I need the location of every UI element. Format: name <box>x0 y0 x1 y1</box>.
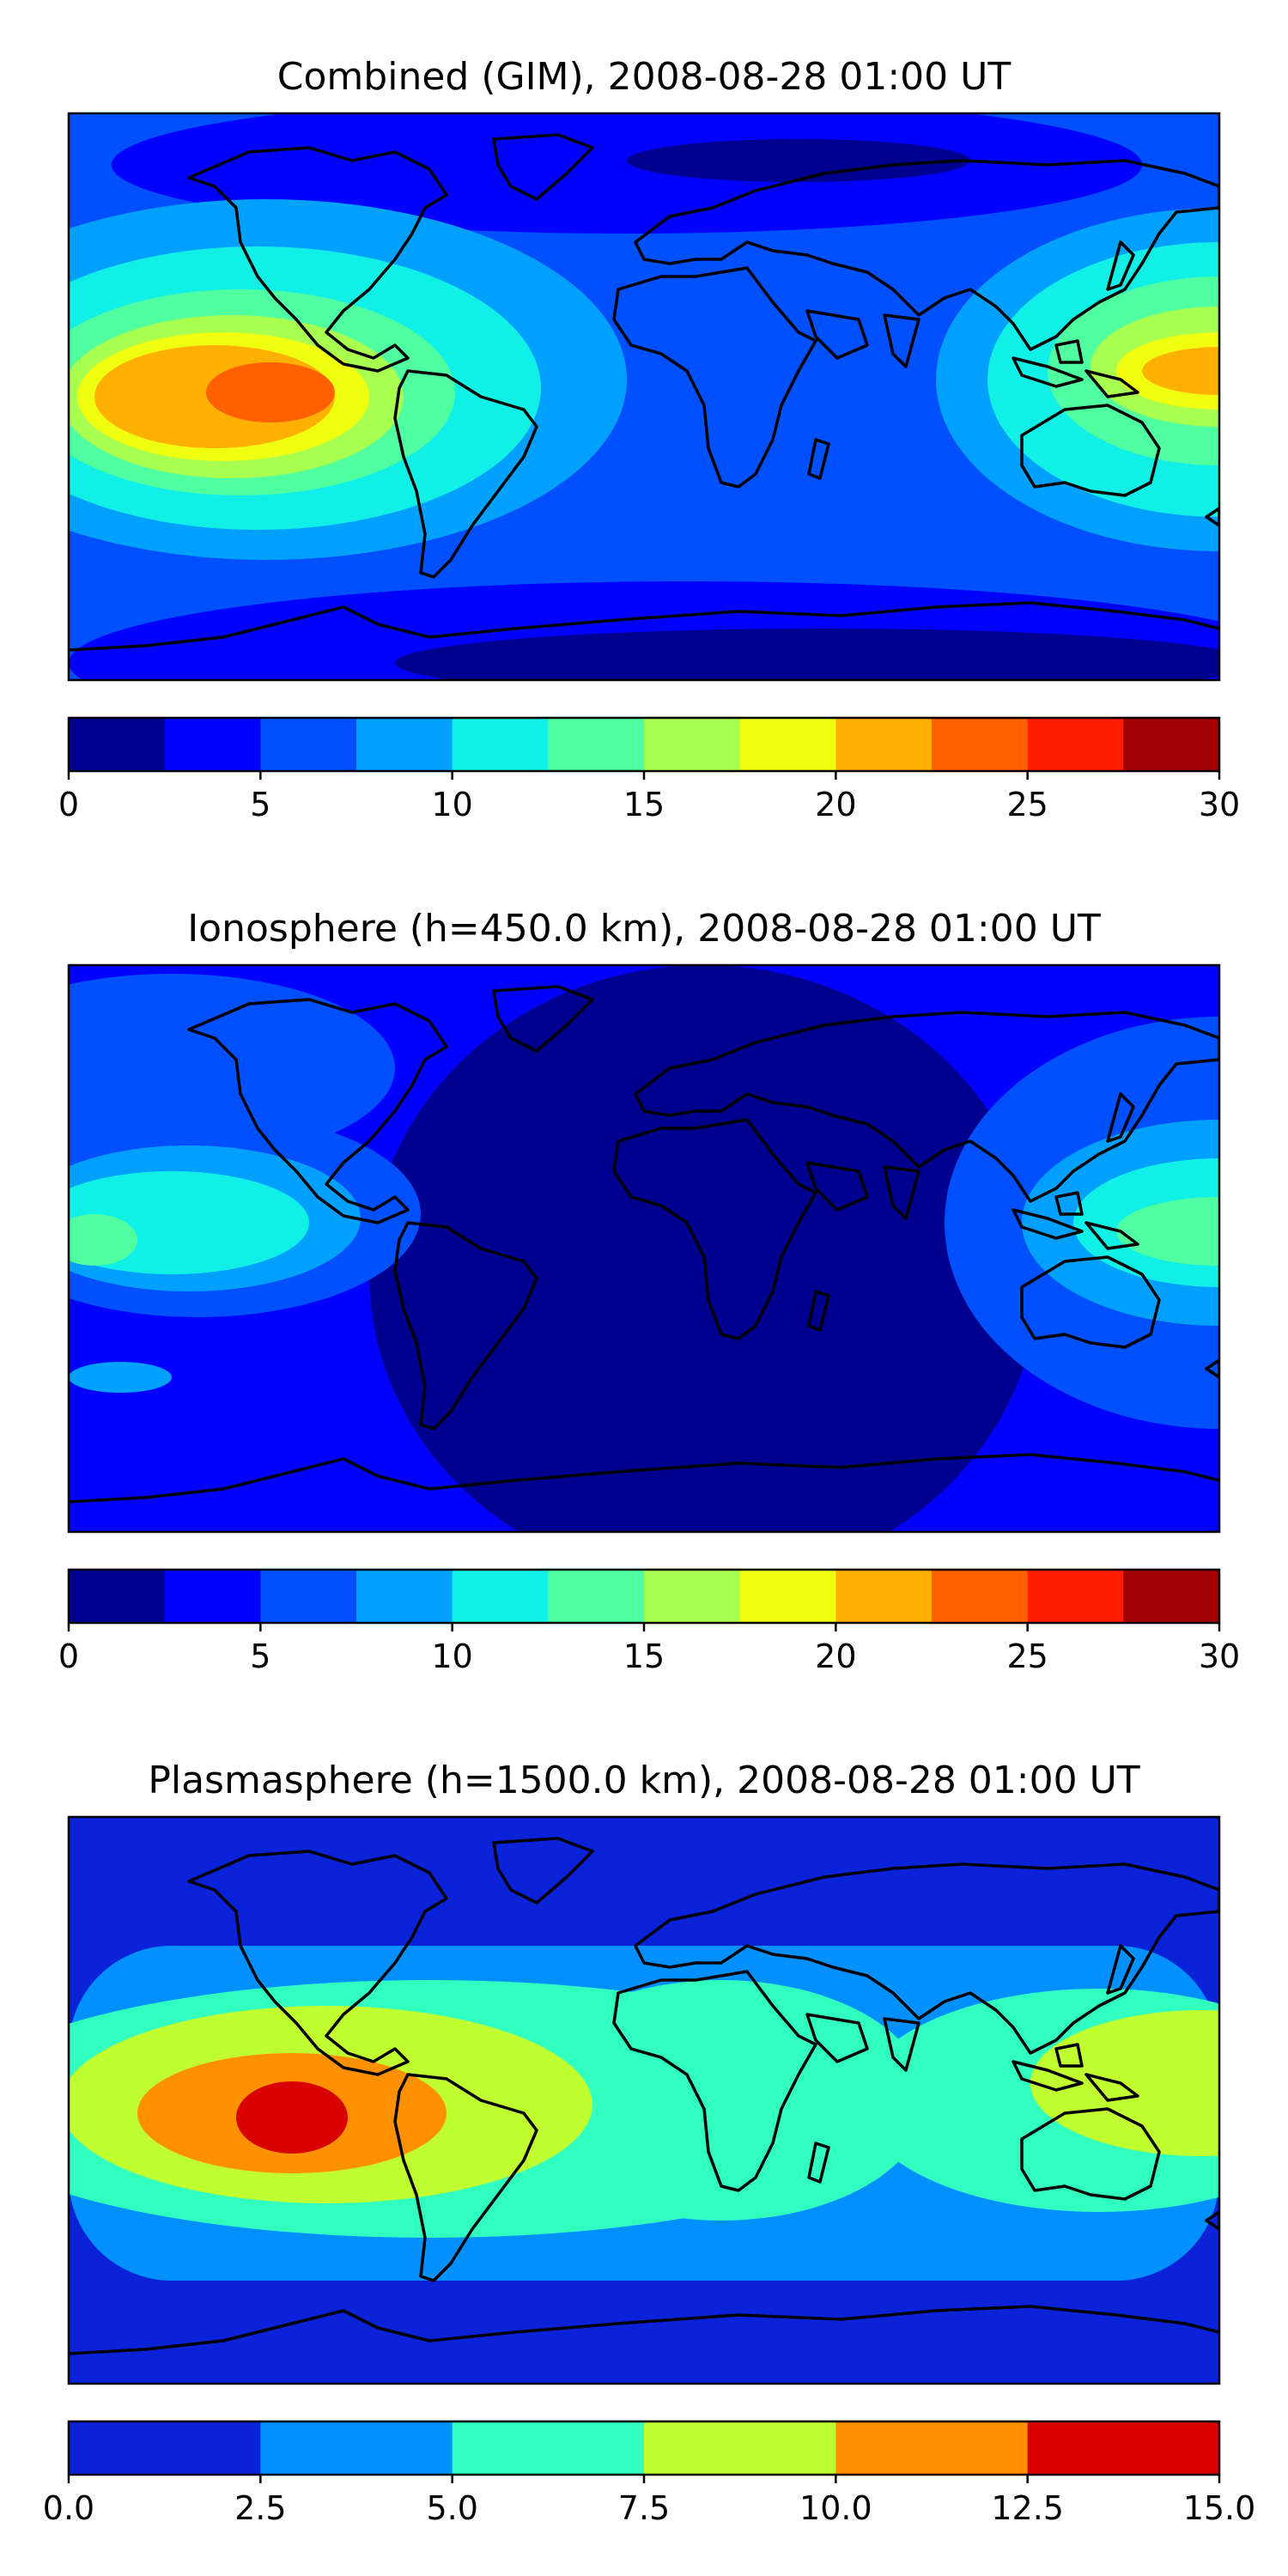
colorbar-tick-label: 20 <box>815 786 856 823</box>
colorbar-tick-label: 10.0 <box>799 2489 872 2527</box>
colorbar-tick-label: 0 <box>58 786 79 823</box>
colorbar-tick-label: 5 <box>250 1637 270 1675</box>
colorbar-segment <box>835 718 933 771</box>
colorbar-segment <box>932 718 1029 771</box>
colorbar-segment <box>356 718 453 771</box>
lowest-tec-north <box>627 139 970 182</box>
contour-12-5 <box>236 2081 348 2154</box>
colorbar-segment <box>260 718 357 771</box>
colorbar-segment <box>548 1570 645 1623</box>
colorbar-segment <box>1027 2421 1220 2475</box>
colorbar-tick-label: 5.0 <box>426 2489 477 2527</box>
colorbar-tick-label: 2.5 <box>234 2489 286 2527</box>
colorbar-tick-label: 25 <box>1006 786 1048 823</box>
map-panel-ionosphere <box>69 965 1219 1532</box>
colorbar-segment <box>452 2421 645 2475</box>
colorbar-segment <box>69 2421 261 2475</box>
colorbar-segment <box>644 1570 741 1623</box>
map-frame-combined <box>67 112 1221 682</box>
colorbar-segment <box>835 2421 1029 2475</box>
colorbar-segment <box>644 2421 836 2475</box>
colorbar-combined: 0 5 10 15 20 25 30 <box>58 716 1240 823</box>
colorbar-segment <box>452 1570 549 1623</box>
map-panel-combined <box>69 113 1219 680</box>
contour-22-5 <box>206 362 335 422</box>
panel-title-plasmasphere: Plasmasphere (h=1500.0 km), 2008-08-28 0… <box>148 1759 1140 1802</box>
east-pacific-contour-15 <box>69 1214 137 1266</box>
colorbar-tick-label: 15.0 <box>1183 2489 1256 2527</box>
colorbar-tick-label: 30 <box>1199 1637 1240 1675</box>
colorbar-segment <box>164 718 261 771</box>
colorbar-tick-label: 15 <box>623 786 665 823</box>
lowest-tec-south <box>395 629 1219 680</box>
low-density-dayside <box>369 965 1039 1532</box>
colorbar-plasmasphere: 0.0 2.5 5.0 7.5 10.0 12.5 15.0 <box>43 2420 1256 2527</box>
colorbar-segment <box>164 1570 261 1623</box>
colorbar-segment <box>1027 718 1124 771</box>
colorbar-segment <box>260 2421 453 2475</box>
colorbar-segment <box>739 718 836 771</box>
colorbar-tick-label: 20 <box>815 1637 856 1675</box>
colorbar-tick-label: 10 <box>431 1637 472 1675</box>
map-panel-plasmasphere <box>69 1817 1219 2384</box>
colorbar-tick-label: 25 <box>1006 1637 1048 1675</box>
colorbar-segment <box>1027 1570 1124 1623</box>
colorbar-segment <box>932 1570 1029 1623</box>
colorbar-tick-label: 30 <box>1199 786 1240 823</box>
colorbar-segment <box>69 718 166 771</box>
east-contour-20 <box>1142 347 1219 395</box>
colorbar-segment <box>1123 1570 1220 1623</box>
colorbar-segment <box>644 718 741 771</box>
colorbar-segment <box>1123 718 1220 771</box>
colorbar-tick-label: 15 <box>623 1637 665 1675</box>
colorbar-tick-label: 7.5 <box>618 2489 670 2527</box>
colorbar-tick-label: 10 <box>431 786 472 823</box>
colorbar-segment <box>548 718 645 771</box>
colorbar-tick-label: 12.5 <box>991 2489 1064 2527</box>
colorbar-segment <box>739 1570 836 1623</box>
colorbar-segment <box>356 1570 453 1623</box>
panel-title-combined: Combined (GIM), 2008-08-28 01:00 UT <box>276 55 1012 99</box>
south-pacific-patch <box>69 1362 172 1393</box>
west-pacific-contour-15 <box>1116 1197 1219 1266</box>
colorbar-segment <box>835 1570 933 1623</box>
map-frame-plasmasphere <box>67 1815 1221 2385</box>
colorbar-ionosphere: 0 5 10 15 20 25 30 <box>58 1568 1240 1675</box>
map-frame-ionosphere <box>67 963 1221 1534</box>
tec-contour-field-ionosphere <box>69 965 1219 1532</box>
colorbar-tick-label: 0.0 <box>43 2489 94 2527</box>
colorbar-segment <box>69 1570 166 1623</box>
colorbar-tick-label: 0 <box>58 1637 79 1675</box>
colorbar-segment <box>452 718 549 771</box>
colorbar-tick-label: 5 <box>250 786 270 823</box>
colorbar-segment <box>260 1570 357 1623</box>
panel-title-ionosphere: Ionosphere (h=450.0 km), 2008-08-28 01:0… <box>187 907 1101 951</box>
tec-contour-field-combined <box>69 113 1219 680</box>
tec-contour-field-plasmasphere <box>69 1817 1219 2384</box>
